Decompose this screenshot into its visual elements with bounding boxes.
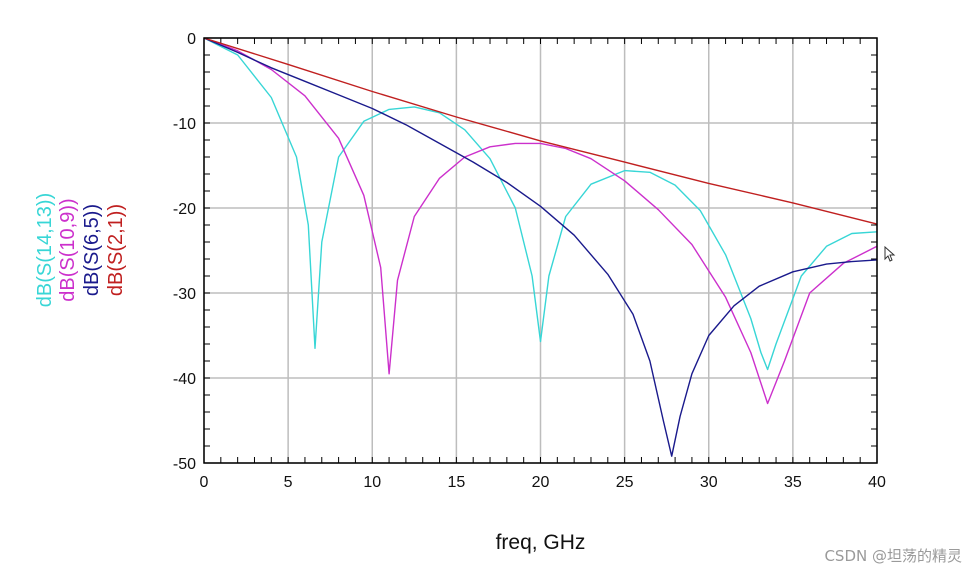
y-axis-label: dB(S(6,5)) <box>81 204 103 296</box>
mouse-pointer-icon <box>884 246 896 262</box>
y-tick-label: -10 <box>173 116 196 133</box>
y-tick-label: -50 <box>173 456 196 473</box>
x-axis-title: freq, GHz <box>496 531 586 554</box>
x-tick-label: 25 <box>616 474 634 491</box>
x-tick-label: 20 <box>532 474 550 491</box>
x-tick-label: 35 <box>784 474 802 491</box>
series-line-dB(S(14,13)) <box>203 37 878 371</box>
x-tick-label: 30 <box>700 474 718 491</box>
x-tick-label: 15 <box>447 474 465 491</box>
y-tick-label: -40 <box>173 371 196 388</box>
y-tick-label: 0 <box>187 31 196 48</box>
plot-frame <box>203 37 878 464</box>
series-line-dB(S(6,5)) <box>203 37 878 457</box>
y-tick-label: -30 <box>173 286 196 303</box>
x-tick-label: 10 <box>363 474 381 491</box>
y-tick-label: -20 <box>173 201 196 218</box>
y-axis-label: dB(S(2,1)) <box>105 204 127 296</box>
y-axis-label: dB(S(10,9)) <box>57 198 79 301</box>
x-tick-label: 5 <box>284 474 293 491</box>
y-axis-label: dB(S(14,13)) <box>34 193 56 308</box>
series-lines <box>203 37 878 457</box>
y-axis-labels: dB(S(14,13)) dB(S(10,9)) dB(S(6,5)) dB(S(2,… <box>34 193 127 308</box>
x-tick-label: 0 <box>200 474 209 491</box>
x-tick-labels: 0 5 10 15 20 25 30 35 40 <box>200 474 886 491</box>
series-line-dB(S(10,9)) <box>203 37 878 405</box>
grid <box>203 37 878 464</box>
watermark-text: CSDN @坦荡的精灵 <box>824 547 962 565</box>
x-tick-label: 40 <box>868 474 886 491</box>
series-line-dB(S(2,1)) <box>203 37 878 225</box>
y-tick-labels: 0 -10 -20 -30 -40 -50 <box>173 31 196 473</box>
